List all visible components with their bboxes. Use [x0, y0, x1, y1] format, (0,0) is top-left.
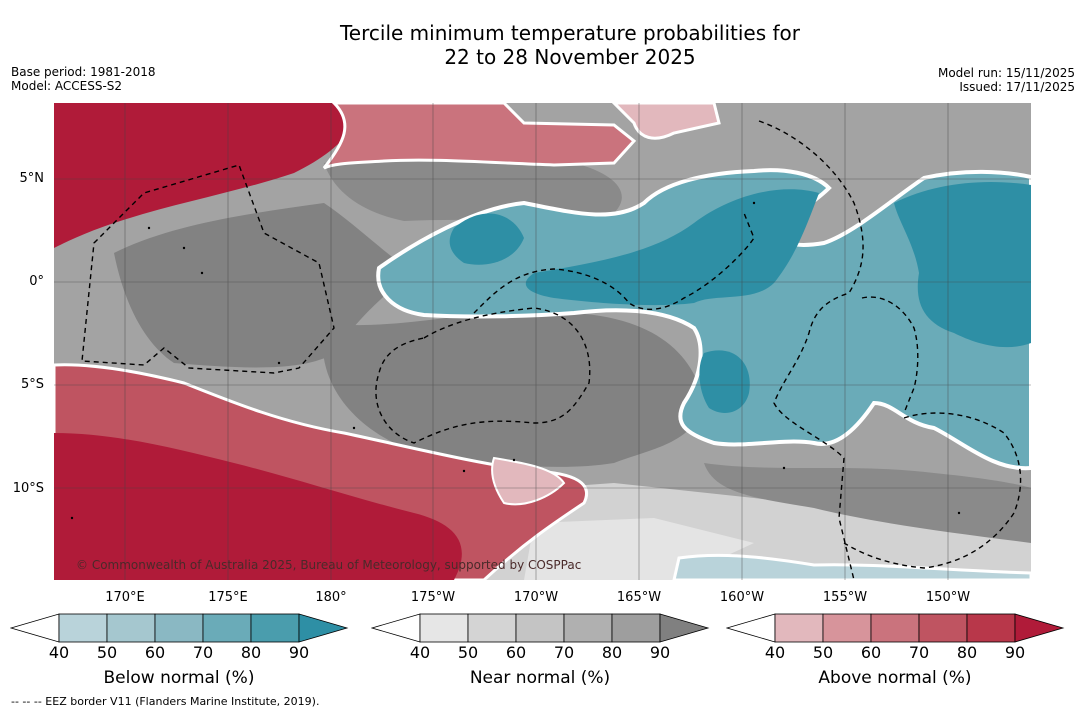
colorbar-near	[371, 613, 710, 643]
above-colorbar-tick: 90	[1004, 643, 1026, 662]
lat-label-5n: 5°N	[19, 171, 45, 186]
lon-label-170e: 170°E	[105, 590, 145, 605]
above-normal-fringe-n	[611, 103, 721, 140]
below-colorbar-tick: 80	[240, 643, 262, 662]
below-colorbar-bin	[58, 613, 108, 643]
above-colorbar-bin	[774, 613, 824, 643]
lon-label-175w: 175°W	[410, 590, 456, 605]
above-colorbar-tick: 70	[908, 643, 930, 662]
above-colorbar-tick: 80	[956, 643, 978, 662]
near-colorbar-bin	[563, 613, 613, 643]
above-colorbar-bin	[822, 613, 872, 643]
near-colorbar-tick: 50	[457, 643, 479, 662]
lon-label-170w: 170°W	[513, 590, 559, 605]
above-normal-core-sw	[54, 433, 462, 580]
below-colorbar-extend-low	[10, 613, 60, 643]
below-normal-core-4	[699, 350, 750, 413]
lon-label-175e: 175°E	[208, 590, 248, 605]
below-normal-fringe-south	[672, 553, 1031, 580]
lat-label-5s: 5°S	[20, 377, 44, 392]
above-colorbar-bin	[870, 613, 920, 643]
eez-kiribati-phoenix	[473, 212, 755, 314]
below-colorbar-bin	[106, 613, 156, 643]
below-colorbar-tick: 50	[96, 643, 118, 662]
above-colorbar-bin	[918, 613, 968, 643]
above-normal-fringe-nw	[322, 103, 637, 170]
near-colorbar-tick: 80	[601, 643, 623, 662]
near-colorbar-bin	[419, 613, 469, 643]
near-colorbar-tick: 70	[553, 643, 575, 662]
below-colorbar-bin	[202, 613, 252, 643]
below-colorbar-bin	[250, 613, 300, 643]
below-colorbar-extend-high	[298, 613, 349, 643]
lat-label-10s: 10°S	[12, 481, 44, 496]
base-period: Base period: 1981-2018	[11, 65, 156, 79]
near-colorbar-bin	[467, 613, 517, 643]
lon-label-160w: 160°W	[719, 590, 765, 605]
colorbar-above-title: Above normal (%)	[818, 668, 972, 688]
near-colorbar-bin	[611, 613, 661, 643]
title-line-2: 22 to 28 November 2025	[444, 45, 696, 69]
below-colorbar-tick: 70	[192, 643, 214, 662]
above-colorbar-tick: 50	[812, 643, 834, 662]
map-copyright: © Commonwealth of Australia 2025, Bureau…	[76, 558, 581, 572]
below-colorbar-bin	[154, 613, 204, 643]
model-run: Model run: 15/11/2025	[937, 66, 1075, 80]
near-normal-dark-top	[324, 157, 622, 221]
eez-kiribati-line	[758, 120, 864, 580]
below-normal-region	[376, 168, 1031, 471]
colorbar-near-title: Near normal (%)	[469, 668, 611, 688]
lon-label-155w: 155°W	[822, 590, 868, 605]
above-colorbar-extend-high	[1014, 613, 1065, 643]
below-normal-core-3	[894, 182, 1031, 348]
lon-label-165w: 165°W	[616, 590, 662, 605]
near-colorbar-bin	[515, 613, 565, 643]
near-normal-dark-core-center	[322, 310, 704, 467]
above-colorbar-extend-low	[726, 613, 776, 643]
near-colorbar-extend-high	[659, 613, 710, 643]
near-colorbar-tick: 40	[409, 643, 431, 662]
issued-date: Issued: 17/11/2025	[959, 80, 1075, 94]
near-normal-dark-core-east	[704, 463, 1031, 543]
above-normal-region-nw	[54, 103, 354, 248]
below-colorbar-tick: 60	[144, 643, 166, 662]
near-colorbar-tick: 90	[649, 643, 671, 662]
above-colorbar-bin	[966, 613, 1016, 643]
title-line-1: Tercile minimum temperature probabilitie…	[339, 21, 801, 45]
near-colorbar-extend-low	[371, 613, 421, 643]
eez-borders	[81, 120, 1022, 580]
eez-kiribati-gilberts	[81, 164, 335, 374]
meta-right: Model run: 15/11/2025 Issued: 17/11/2025	[938, 66, 1075, 94]
above-colorbar-tick: 40	[764, 643, 786, 662]
graticule	[54, 103, 1031, 580]
chart-title: Tercile minimum temperature probabilitie…	[0, 21, 1085, 69]
probability-map: © Commonwealth of Australia 2025, Bureau…	[54, 103, 1031, 580]
below-normal-core-1	[449, 213, 524, 265]
colorbar-below	[10, 613, 349, 643]
islands	[70, 201, 961, 520]
eez-french-polynesia	[861, 296, 919, 414]
eez-tuvalu	[375, 307, 591, 444]
above-normal-fringe-sw	[491, 456, 566, 506]
lat-label-0: 0°	[29, 274, 44, 289]
model-name: Model: ACCESS-S2	[11, 79, 123, 93]
below-colorbar-tick: 40	[48, 643, 70, 662]
colorbar-below-title: Below normal (%)	[103, 668, 255, 688]
below-colorbar-tick: 90	[288, 643, 310, 662]
colorbar-above	[726, 613, 1065, 643]
eez-footnote: -- -- -- EEZ border V11 (Flanders Marine…	[11, 695, 320, 708]
near-colorbar-tick: 60	[505, 643, 527, 662]
lon-label-150w: 150°W	[925, 590, 971, 605]
lon-label-180: 180°	[315, 590, 347, 605]
above-colorbar-tick: 60	[860, 643, 882, 662]
meta-left: Base period: 1981-2018 Model: ACCESS-S2	[11, 65, 156, 93]
